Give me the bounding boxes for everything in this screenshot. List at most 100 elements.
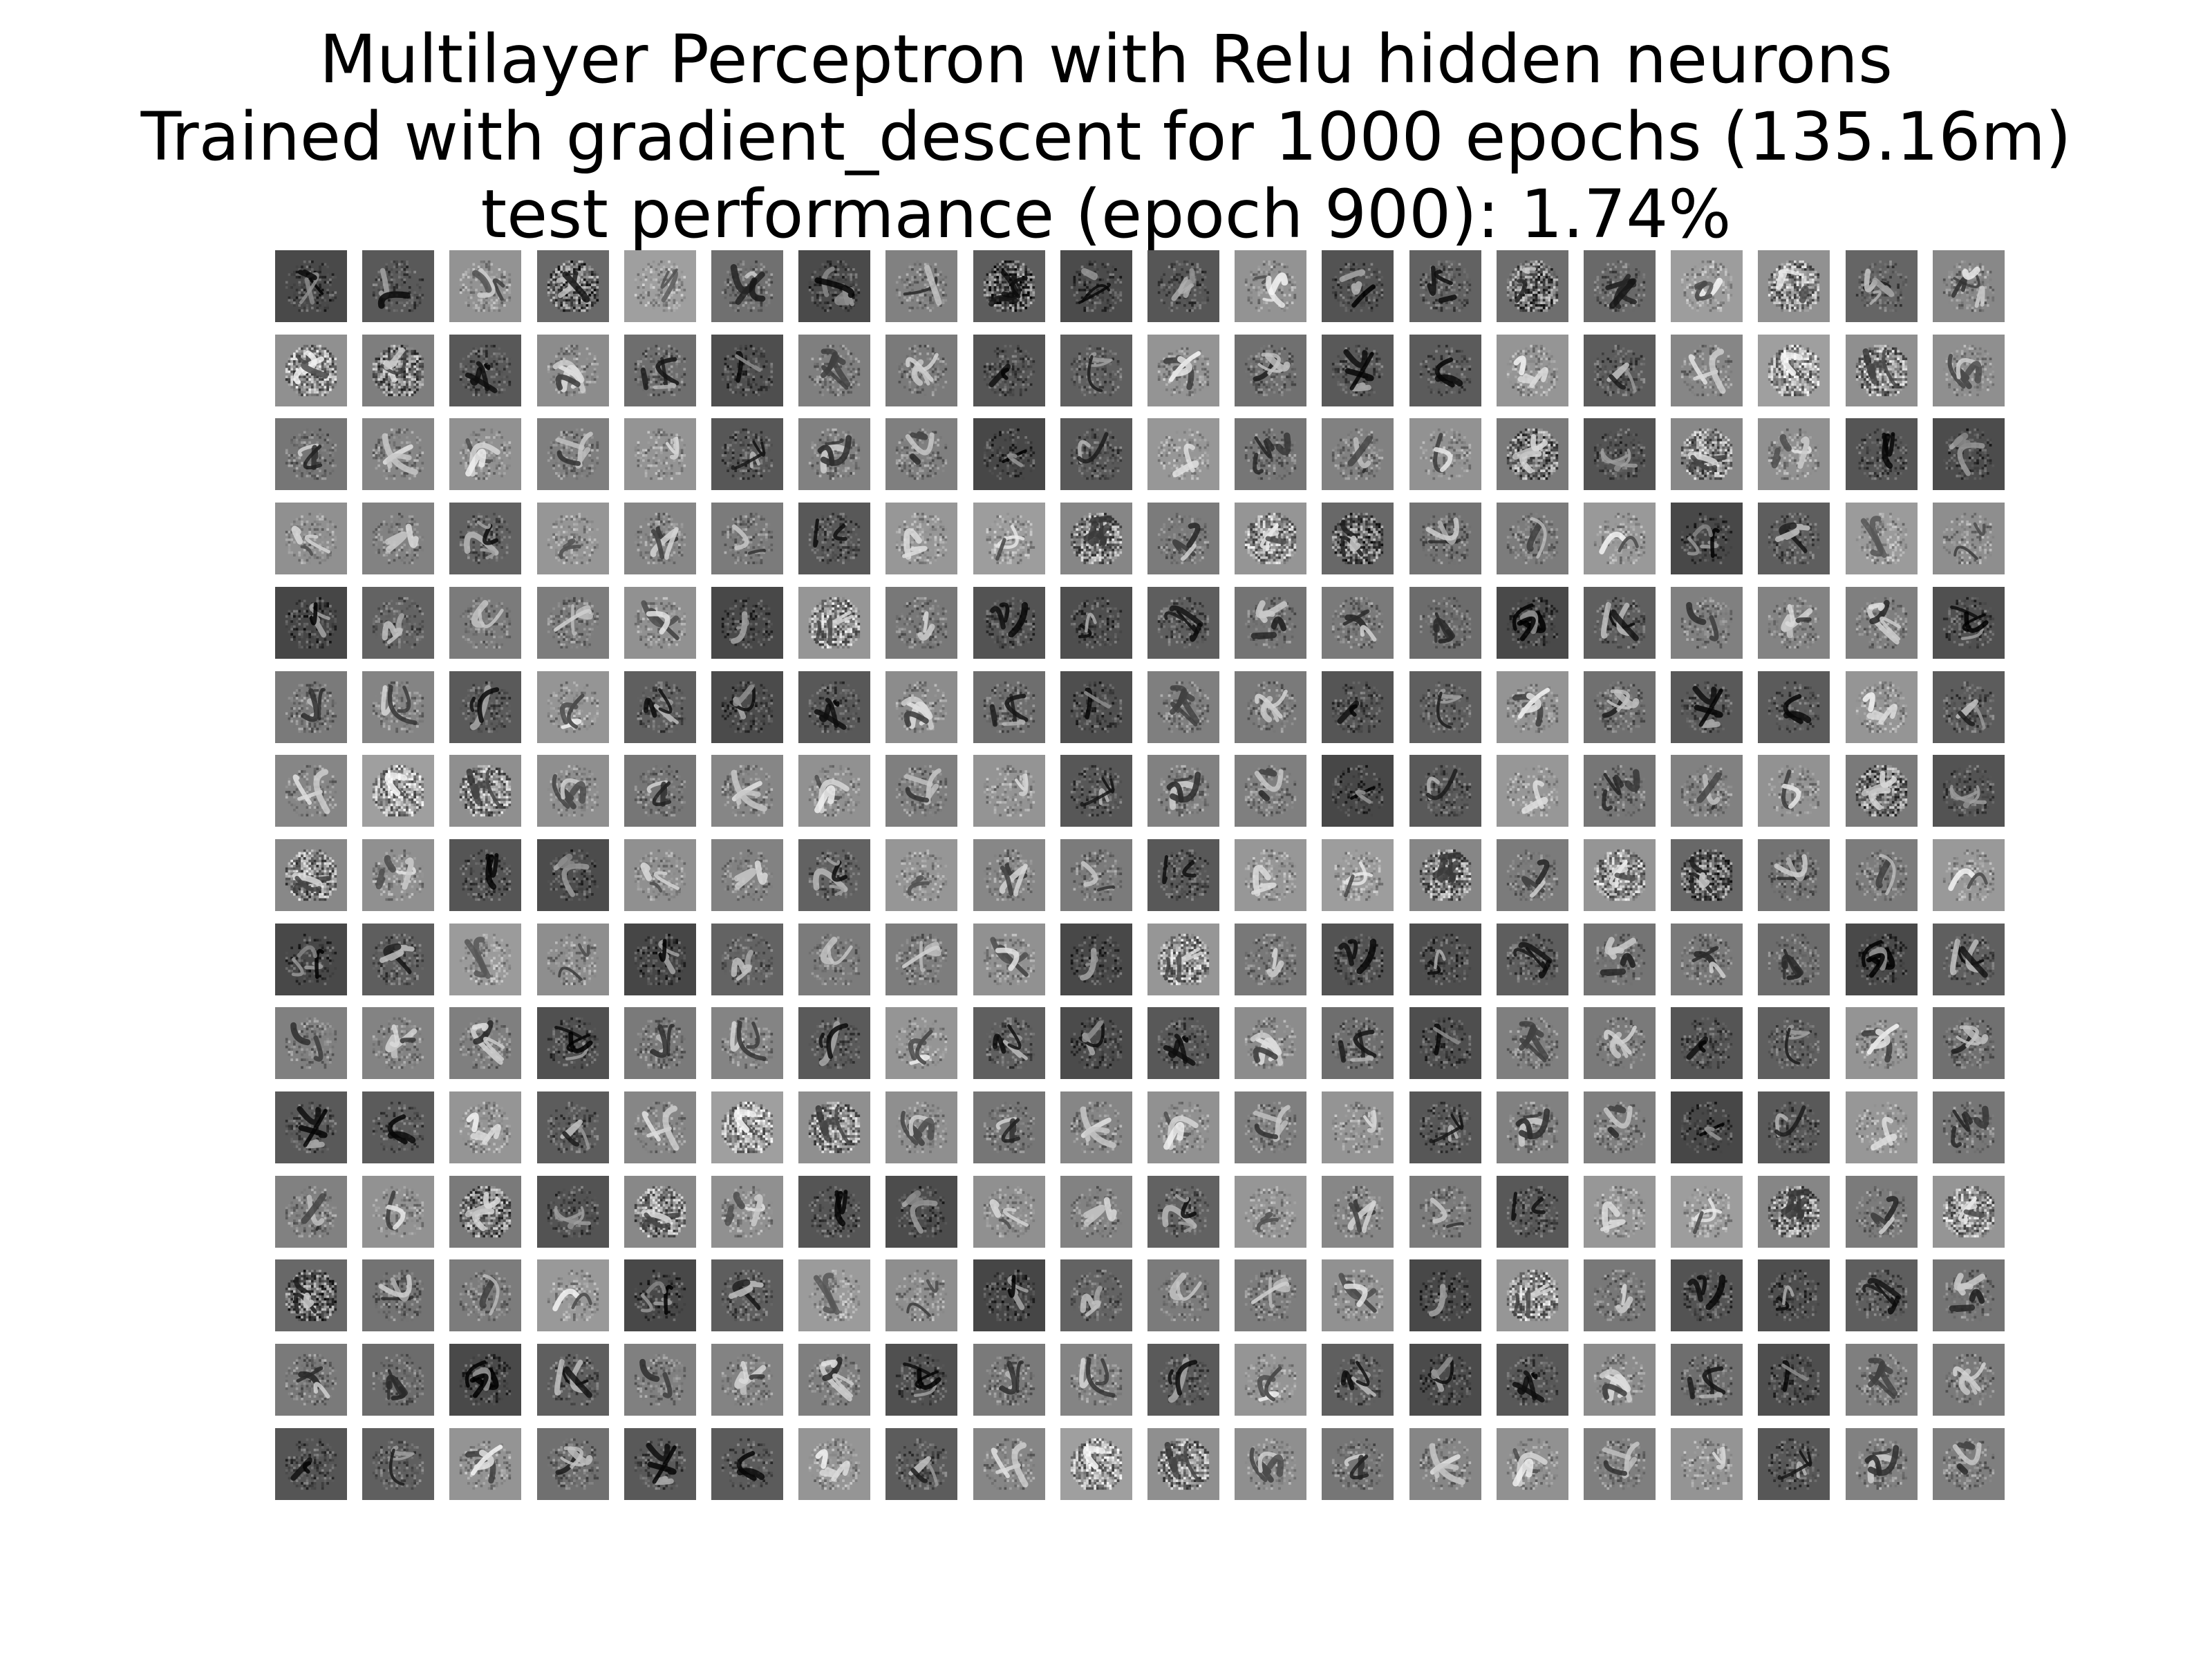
neuron-weight-tile [1846,1176,1918,1248]
neuron-weight-tile [624,1259,696,1331]
neuron-weight-tile [1060,335,1132,406]
neuron-weight-tile [1322,335,1394,406]
neuron-weight-tile [798,671,870,743]
neuron-weight-tile [1147,1007,1219,1079]
neuron-weight-tile [1497,1091,1568,1163]
neuron-weight-tile [798,924,870,995]
neuron-weight-tile [885,1344,957,1416]
neuron-weight-tile [1758,839,1830,911]
neuron-weight-tile [1235,1007,1306,1079]
neuron-weight-tile [449,1428,521,1500]
neuron-weight-tile [1758,335,1830,406]
neuron-weight-tile [362,250,434,322]
neuron-weight-tile [1671,1344,1743,1416]
neuron-weight-tile [1584,924,1656,995]
neuron-weight-tile [1584,418,1656,490]
neuron-weight-tile [624,671,696,743]
neuron-weight-tile [798,503,870,574]
neuron-weight-tile [1147,335,1219,406]
neuron-weight-tile [449,250,521,322]
neuron-weight-tile [1147,1259,1219,1331]
neuron-weight-tile [973,1007,1045,1079]
neuron-weight-tile [449,1091,521,1163]
neuron-weight-tile [1409,418,1481,490]
neuron-weight-tile [1409,503,1481,574]
neuron-weight-tile [1060,755,1132,827]
neuron-weight-tile [624,250,696,322]
neuron-weight-tile [1497,839,1568,911]
neuron-weight-tile [1584,1344,1656,1416]
neuron-weight-tile [1933,755,2005,827]
neuron-weight-tile [1322,503,1394,574]
neuron-weight-tile [1497,1259,1568,1331]
neuron-weight-tile [624,839,696,911]
neuron-weight-tile [1060,503,1132,574]
neuron-weight-tile [1671,839,1743,911]
neuron-weight-tile [711,1007,783,1079]
neuron-weight-tile [711,250,783,322]
neuron-weight-tile [1933,1344,2005,1416]
neuron-weight-tile [449,1259,521,1331]
neuron-weight-tile [1497,671,1568,743]
neuron-weight-tile [798,1344,870,1416]
neuron-weight-tile [973,839,1045,911]
neuron-weight-tile [711,839,783,911]
neuron-weight-tile [275,1259,347,1331]
neuron-weight-tile [275,1344,347,1416]
neuron-weight-tile [1671,418,1743,490]
neuron-weight-tile [1933,1091,2005,1163]
neuron-weight-tile [973,1091,1045,1163]
neuron-weight-tile [362,1091,434,1163]
neuron-weight-tile [711,1259,783,1331]
neuron-weight-tile [973,755,1045,827]
neuron-weight-tile [973,671,1045,743]
neuron-weight-tile [1322,1259,1394,1331]
neuron-weight-tile [1758,1176,1830,1248]
neuron-weight-tile [1846,1007,1918,1079]
neuron-weight-tile [1235,1428,1306,1500]
neuron-weight-tile [1409,924,1481,995]
neuron-weight-tile [711,1428,783,1500]
neuron-weight-tile [1846,1344,1918,1416]
neuron-weight-tile [624,335,696,406]
neuron-weight-tile [1758,924,1830,995]
neuron-weight-tile [1671,1176,1743,1248]
neuron-weight-tile [275,924,347,995]
neuron-weight-tile [1060,250,1132,322]
neuron-weight-tile [885,755,957,827]
neuron-weight-tile [1584,503,1656,574]
neuron-weight-tile [1235,587,1306,659]
neuron-weight-tile [1147,1428,1219,1500]
neuron-weight-tile [798,1007,870,1079]
neuron-weight-tile [1147,839,1219,911]
neuron-weight-tile [449,671,521,743]
neuron-weight-tile [1584,1091,1656,1163]
neuron-weight-tile [1409,1176,1481,1248]
neuron-weight-tile [1322,1344,1394,1416]
neuron-weight-tile [1060,1344,1132,1416]
neuron-weight-tile [1409,755,1481,827]
neuron-weight-tile [362,1176,434,1248]
title-line-performance: test performance (epoch 900): 1.74% [0,176,2212,253]
neuron-weight-tile [973,1428,1045,1500]
neuron-weight-tile [1671,671,1743,743]
neuron-weight-tile [1060,839,1132,911]
neuron-weight-tile [1409,1259,1481,1331]
neuron-weight-tile [1933,503,2005,574]
neuron-weight-tile [1235,503,1306,574]
neuron-weight-tile [973,418,1045,490]
neuron-weight-tile [1060,1428,1132,1500]
neuron-weight-tile [1933,924,2005,995]
neuron-weight-tile [1147,418,1219,490]
neuron-weight-tile [1584,755,1656,827]
neuron-weight-tile [1322,1428,1394,1500]
neuron-weight-tile [798,839,870,911]
neuron-weight-tile [885,503,957,574]
neuron-weight-tile [1933,1176,2005,1248]
neuron-weight-tile [973,1259,1045,1331]
neuron-weight-tile [711,671,783,743]
neuron-weight-tile [624,1344,696,1416]
neuron-weight-tile [1933,335,2005,406]
neuron-weight-tile [1846,755,1918,827]
neuron-weight-tile [362,1259,434,1331]
